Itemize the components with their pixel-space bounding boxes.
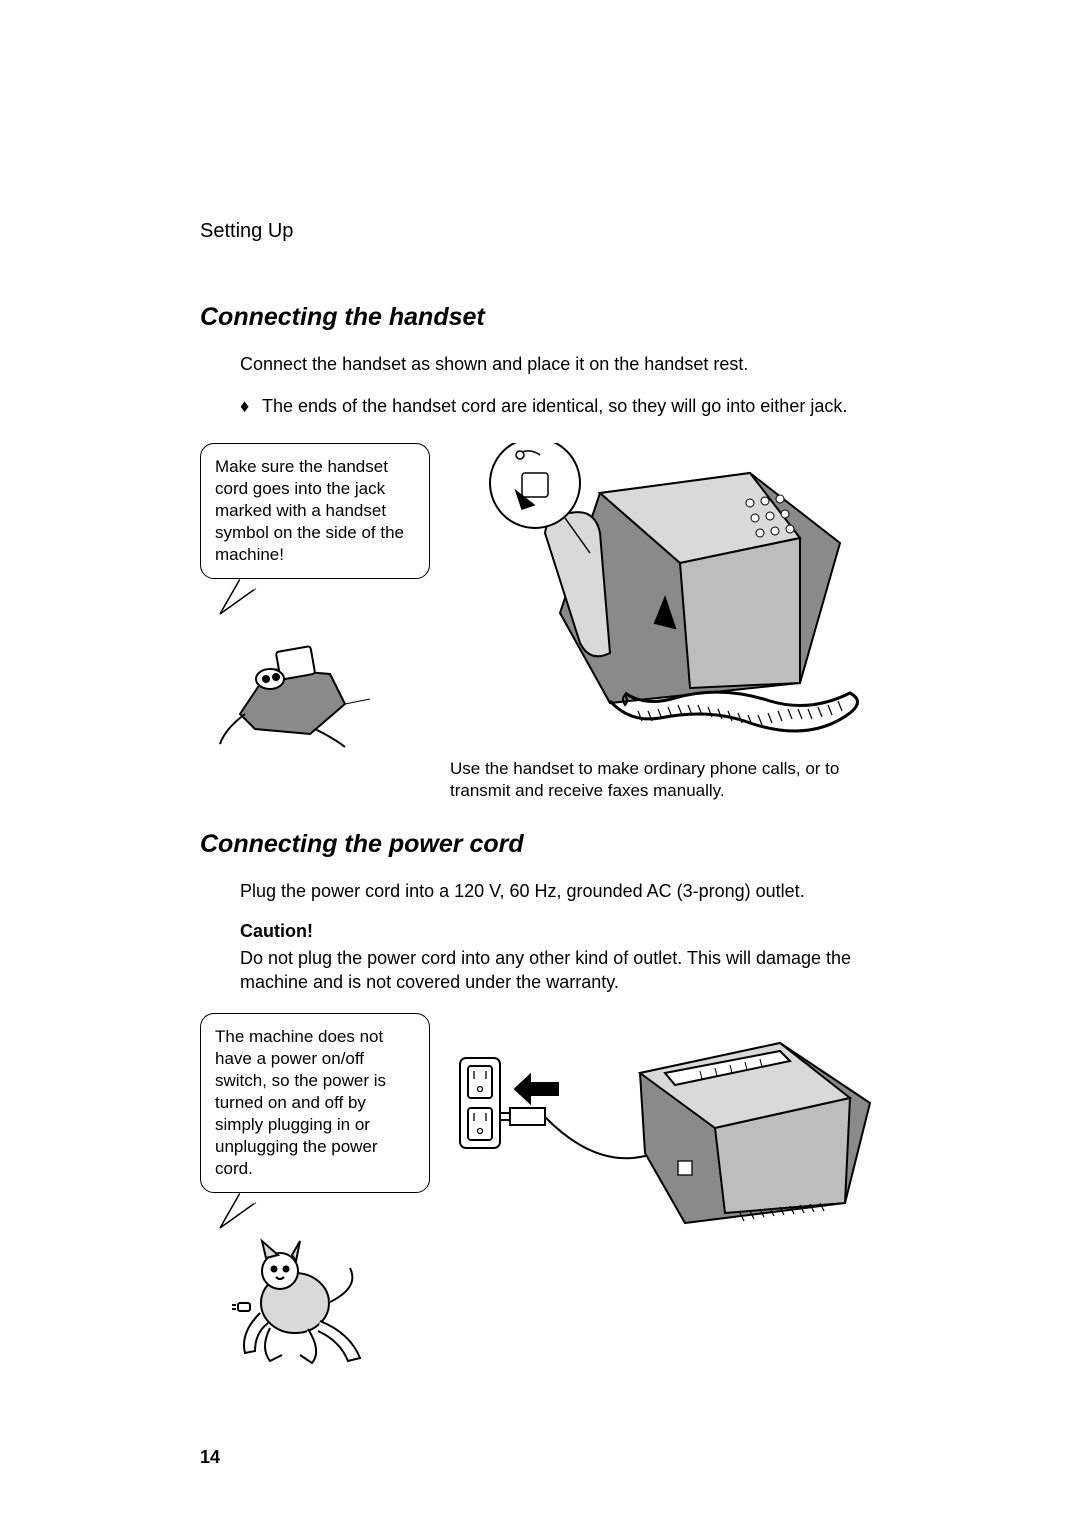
mascot-creature-icon [200, 1233, 380, 1373]
power-connection-illustration [450, 1013, 880, 1243]
handset-bullet: ♦ The ends of the handset cord are ident… [240, 394, 890, 418]
handset-illustration-caption: Use the handset to make ordinary phone c… [450, 758, 890, 802]
section-title-power: Connecting the power cord [200, 830, 890, 859]
power-illustration-column [450, 1013, 890, 1248]
handset-figure-row: Make sure the handset cord goes into the… [200, 443, 890, 802]
power-intro-text: Plug the power cord into a 120 V, 60 Hz,… [240, 879, 890, 903]
section-title-handset: Connecting the handset [200, 303, 890, 332]
page-number: 14 [200, 1447, 220, 1468]
speech-tail [200, 579, 430, 619]
handset-callout-text: Make sure the handset cord goes into the… [215, 457, 404, 564]
caution-text: Do not plug the power cord into any othe… [240, 946, 890, 995]
power-callout-box: The machine does not have a power on/off… [200, 1013, 430, 1194]
caution-label: Caution! [240, 921, 890, 942]
power-figure-row: The machine does not have a power on/off… [200, 1013, 890, 1379]
running-head: Setting Up [200, 220, 890, 243]
handset-intro-text: Connect the handset as shown and place i… [240, 352, 890, 376]
power-callout-text: The machine does not have a power on/off… [215, 1027, 386, 1179]
speech-tail [200, 1193, 430, 1233]
power-callout-column: The machine does not have a power on/off… [200, 1013, 430, 1379]
mascot-fax-icon [200, 619, 380, 749]
handset-callout-column: Make sure the handset cord goes into the… [200, 443, 430, 754]
handset-callout-box: Make sure the handset cord goes into the… [200, 443, 430, 579]
diamond-bullet-icon: ♦ [240, 394, 262, 418]
handset-connection-illustration [450, 443, 880, 743]
handset-bullet-text: The ends of the handset cord are identic… [262, 394, 847, 418]
handset-illustration-column: Use the handset to make ordinary phone c… [450, 443, 890, 802]
manual-page: Setting Up Connecting the handset Connec… [0, 0, 1080, 1528]
